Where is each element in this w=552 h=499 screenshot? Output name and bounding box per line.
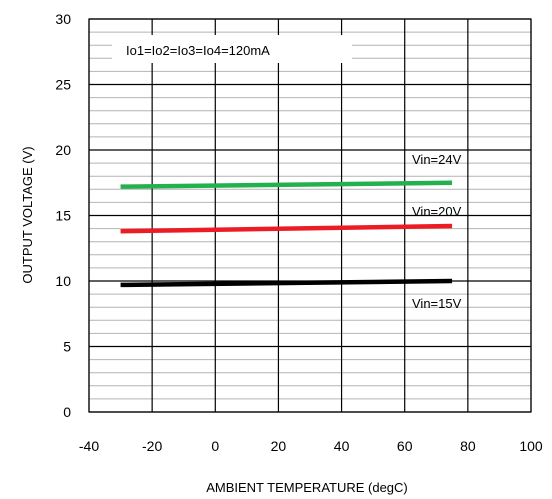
series-labels: Vin=24V Vin=20V Vin=15V — [412, 152, 462, 311]
x-tick-label: 60 — [397, 438, 413, 454]
x-tick-label: 40 — [334, 438, 350, 454]
x-tick-label: -40 — [79, 438, 99, 454]
series-label: Vin=20V — [412, 204, 462, 219]
y-axis-title: OUTPUT VOLTAGE (V) — [20, 146, 35, 283]
y-tick-labels: 0 5 10 15 20 25 30 — [55, 11, 71, 420]
condition-label: Io1=Io2=Io3=Io4=120mA — [126, 43, 270, 58]
series-label: Vin=24V — [412, 152, 462, 167]
y-tick-label: 30 — [55, 11, 71, 27]
series-line — [120, 180, 453, 189]
series-label: Vin=15V — [412, 296, 462, 311]
plot-border — [88, 18, 532, 413]
series-line — [120, 278, 453, 288]
y-tick-label: 25 — [55, 77, 71, 93]
y-tick-label: 15 — [55, 208, 71, 224]
x-tick-label: 20 — [271, 438, 287, 454]
series-lines — [120, 180, 453, 288]
y-tick-label: 20 — [55, 142, 71, 158]
condition-label-box — [112, 35, 352, 63]
x-axis-title: AMBIENT TEMPERATURE (degC) — [206, 480, 408, 495]
x-tick-labels: -40 -20 0 20 40 60 80 100 — [79, 438, 543, 454]
x-tick-label: -20 — [142, 438, 162, 454]
x-tick-label: 0 — [211, 438, 219, 454]
y-tick-label: 0 — [63, 404, 71, 420]
x-tick-label: 80 — [460, 438, 476, 454]
y-tick-label: 5 — [63, 339, 71, 355]
x-tick-label: 100 — [519, 438, 543, 454]
y-tick-label: 10 — [55, 273, 71, 289]
series-line — [120, 223, 453, 234]
